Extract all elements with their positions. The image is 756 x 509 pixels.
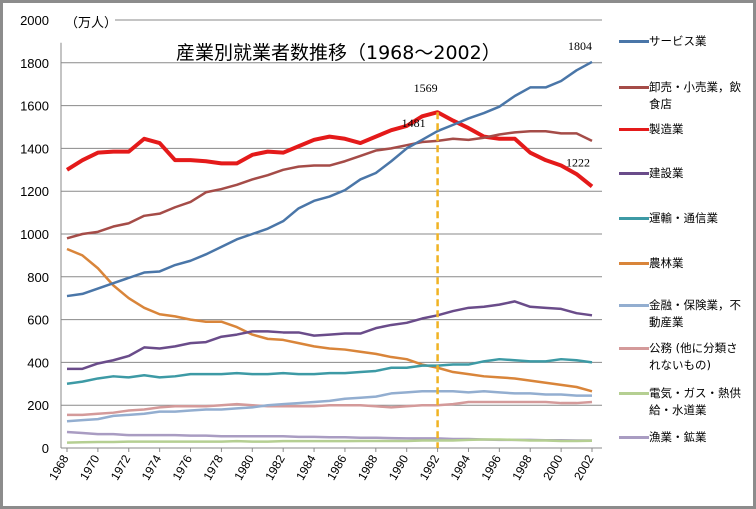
legend-label: 運輸・通信業 (649, 211, 718, 225)
x-tick-label: 1986 (324, 452, 350, 482)
y-axis-unit: （万人） (65, 16, 117, 31)
legend-item: 電気・ガス・熱供給・水道業 (619, 385, 749, 419)
legend-item: 農林業 (619, 255, 749, 272)
legend-label: 電気・ガス・熱供給・水道業 (649, 386, 741, 417)
data-label: 1804 (568, 39, 592, 53)
x-tick-label: 1974 (139, 452, 165, 482)
series-line (66, 438, 593, 444)
legend-label: 製造業 (649, 122, 684, 136)
legend-swatch (619, 128, 649, 131)
y-tick-label: 600 (27, 313, 49, 328)
legend-swatch (619, 86, 649, 89)
legend-swatch (619, 347, 649, 350)
series-line (67, 400, 593, 417)
legend-swatch (619, 392, 649, 395)
series-line (67, 300, 593, 371)
x-tick-label: 1968 (46, 452, 72, 482)
y-tick-label: 1000 (20, 227, 49, 242)
legend-label: 建設業 (649, 166, 684, 180)
legend-label: 卸売・小売業，飲食店 (649, 80, 741, 111)
data-label: 1569 (414, 81, 438, 95)
x-tick-label: 1996 (478, 452, 504, 482)
x-tick-label: 1976 (170, 452, 196, 482)
y-tick-label: 1600 (20, 99, 49, 114)
legend-item: 公務 (他に分類されないもの) (619, 340, 749, 374)
x-tick-label: 1980 (231, 452, 257, 482)
legend-swatch (619, 262, 649, 265)
legend-swatch (619, 304, 649, 307)
legend-label: サービス業 (649, 34, 707, 48)
x-tick-label: 1970 (77, 452, 103, 482)
legend-label: 漁業・鉱業 (649, 430, 707, 444)
legend-item: サービス業 (619, 33, 749, 50)
x-tick-label: 2002 (571, 452, 597, 482)
y-tick-label: 400 (27, 355, 49, 370)
x-tick-label: 1988 (355, 452, 381, 482)
legend-swatch (619, 172, 649, 175)
series-line (66, 60, 593, 298)
series-line (66, 390, 592, 423)
data-label: 1222 (566, 155, 590, 169)
legend-label: 公務 (他に分類されないもの) (649, 341, 738, 372)
x-tick-label: 1984 (293, 452, 319, 482)
legend-label: 農林業 (649, 256, 684, 270)
x-tick-label: 1982 (262, 452, 288, 482)
y-tick-label: 0 (42, 441, 49, 456)
legend-item: 運輸・通信業 (619, 210, 749, 227)
x-tick-label: 1992 (417, 452, 443, 482)
legend-swatch (619, 217, 649, 220)
legend-item: 製造業 (619, 121, 749, 138)
legend-swatch (619, 436, 649, 439)
x-tick-label: 1978 (201, 452, 227, 482)
y-tick-label: 1400 (20, 141, 49, 156)
legend-item: 金融・保険業，不動産業 (619, 297, 749, 331)
x-tick-label: 2000 (540, 452, 566, 482)
line-chart: 0 200 400 600 800 1000 1200 1400 1600 1800 2000 （万人… (20, 13, 602, 483)
series-line (66, 247, 593, 393)
x-tick-label: 1998 (509, 452, 535, 482)
legend-label: 金融・保険業，不動産業 (649, 298, 741, 329)
x-tick-label: 1994 (448, 452, 474, 482)
y-tick-label: 200 (27, 398, 49, 413)
legend-item: 卸売・小売業，飲食店 (619, 79, 749, 113)
y-tick-label: 1200 (20, 184, 49, 199)
chart-title: 産業別就業者数推移（1968〜2002） (176, 42, 501, 64)
legend-item: 漁業・鉱業 (619, 429, 749, 446)
x-tick-label: 1972 (108, 452, 134, 482)
y-tick-label: 1800 (20, 56, 49, 71)
x-tick-label: 1990 (386, 452, 412, 482)
series-line (66, 357, 593, 386)
data-label: 1481 (402, 116, 426, 130)
y-tick-label: 800 (27, 270, 49, 285)
legend-swatch (619, 40, 649, 43)
series-line (66, 130, 593, 240)
series-line (65, 110, 594, 189)
y-tick-label: 2000 (20, 13, 49, 28)
legend-item: 建設業 (619, 165, 749, 182)
